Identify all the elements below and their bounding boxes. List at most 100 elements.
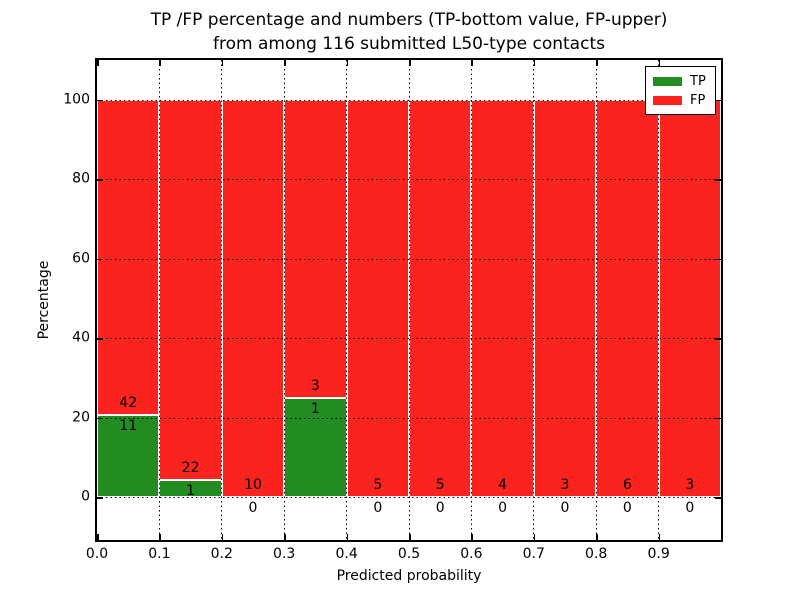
- tp-count-label: 0: [498, 500, 508, 517]
- tp-count-label: 0: [560, 500, 570, 517]
- fp-legend-swatch: [653, 96, 682, 105]
- fp-count-label: 5: [373, 477, 383, 494]
- chart-title-line1: TP /FP percentage and numbers (TP-bottom…: [150, 10, 668, 30]
- horizontal-gridline: [97, 497, 721, 499]
- x-tick-mark: [471, 534, 473, 540]
- x-tick-label: 0.6: [460, 546, 483, 562]
- tp-count-label: 0: [435, 500, 445, 517]
- y-tick-label: 40: [72, 329, 90, 346]
- x-tick-mark-top: [159, 60, 161, 66]
- vertical-gridline: [408, 60, 410, 540]
- y-tick-mark: [97, 179, 103, 181]
- chart-title: TP /FP percentage and numbers (TP-bottom…: [97, 8, 721, 56]
- x-tick-mark-top: [97, 60, 99, 66]
- tp-count-label: 0: [248, 500, 258, 517]
- x-axis-label: Predicted probability: [336, 568, 482, 584]
- x-tick-mark-top: [596, 60, 598, 66]
- y-tick-label: 20: [72, 409, 90, 426]
- legend-label: TP: [690, 74, 706, 89]
- bar-fp-segment: [658, 99, 721, 498]
- horizontal-gridline: [97, 338, 721, 340]
- bar-fp-segment: [409, 99, 472, 498]
- chart-title-line2: from among 116 submitted L50-type contac…: [213, 34, 605, 54]
- bar-tp-segment: [97, 414, 160, 498]
- horizontal-gridline: [97, 417, 721, 419]
- vertical-gridline: [470, 60, 472, 540]
- x-tick-mark-top: [658, 60, 661, 66]
- x-tick-label: 0.7: [522, 546, 545, 562]
- fp-count-label: 3: [560, 477, 570, 494]
- fp-count-label: 4: [498, 477, 508, 494]
- x-tick-label: 0.3: [273, 546, 296, 562]
- y-tick-mark: [97, 497, 103, 499]
- x-tick-mark: [97, 534, 99, 540]
- legend: TP FP: [645, 66, 716, 115]
- legend-row: FP: [653, 91, 708, 110]
- y-tick-mark-right: [715, 99, 721, 102]
- y-tick-mark-right: [715, 258, 721, 261]
- tp-count-label: 1: [310, 400, 320, 417]
- y-tick-mark: [97, 99, 103, 102]
- vertical-gridline: [658, 60, 660, 540]
- x-tick-mark: [596, 534, 598, 540]
- y-tick-label: 100: [63, 91, 90, 108]
- vertical-gridline: [533, 60, 535, 540]
- fp-count-label: 5: [435, 477, 445, 494]
- y-tick-mark: [97, 338, 103, 340]
- bar-fp-segment: [284, 99, 347, 398]
- vertical-gridline: [595, 60, 597, 540]
- x-tick-mark: [658, 534, 661, 540]
- x-tick-label: 0.0: [85, 546, 109, 562]
- x-tick-label: 0.4: [335, 546, 358, 562]
- x-tick-label: 0.9: [647, 546, 670, 562]
- fp-count-label: 3: [685, 477, 695, 494]
- bar-fp-segment: [596, 99, 659, 498]
- bar-fp-segment: [346, 99, 409, 498]
- x-tick-mark-top: [221, 60, 224, 66]
- legend-row: TP: [653, 72, 708, 91]
- y-tick-mark: [97, 258, 103, 261]
- x-tick-mark-top: [409, 60, 411, 66]
- tp-legend-swatch: [653, 77, 682, 86]
- plot-area: 42 11 22 1 10 0 3 1 5 0 5 0 4 0 3 0 6 0 3 0: [95, 58, 723, 542]
- tp-count-label: 0: [685, 500, 695, 517]
- y-tick-label: 80: [72, 170, 90, 187]
- x-tick-mark-top: [471, 60, 473, 66]
- y-tick-label: 0: [81, 488, 90, 505]
- vertical-gridline: [346, 60, 348, 540]
- horizontal-gridline: [97, 258, 721, 260]
- x-tick-mark: [409, 534, 411, 540]
- x-tick-label: 0.5: [397, 546, 421, 562]
- vertical-gridline: [158, 60, 160, 540]
- x-tick-label: 0.8: [585, 546, 608, 562]
- fp-count-label: 6: [622, 477, 632, 494]
- x-tick-mark-top: [346, 60, 349, 66]
- y-axis-label: Percentage: [36, 260, 52, 340]
- tp-count-label: 11: [119, 417, 138, 434]
- x-tick-mark: [346, 534, 349, 540]
- tp-count-label: 0: [622, 500, 632, 517]
- y-tick-mark-right: [715, 179, 721, 181]
- bar-fp-segment: [97, 99, 160, 415]
- tp-count-label: 1: [186, 482, 196, 499]
- horizontal-gridline: [97, 179, 721, 181]
- fp-count-label: 42: [119, 394, 138, 411]
- x-tick-label: 0.2: [210, 546, 233, 562]
- fp-count-label: 10: [244, 477, 262, 494]
- bar-tp-segment: [284, 397, 347, 498]
- x-tick-mark: [159, 534, 161, 540]
- y-tick-label: 60: [72, 250, 90, 267]
- y-tick-mark-right: [715, 338, 721, 340]
- x-tick-mark: [221, 534, 224, 540]
- fp-count-label: 3: [310, 377, 320, 394]
- horizontal-gridline: [97, 99, 721, 101]
- bar-tp-segment: [159, 479, 222, 498]
- x-tick-mark: [284, 534, 286, 540]
- vertical-gridline: [221, 60, 223, 540]
- x-tick-mark-top: [284, 60, 286, 66]
- bar-fp-segment: [159, 99, 222, 480]
- y-tick-mark: [97, 417, 103, 420]
- legend-label: FP: [690, 93, 706, 108]
- x-tick-mark: [533, 534, 536, 540]
